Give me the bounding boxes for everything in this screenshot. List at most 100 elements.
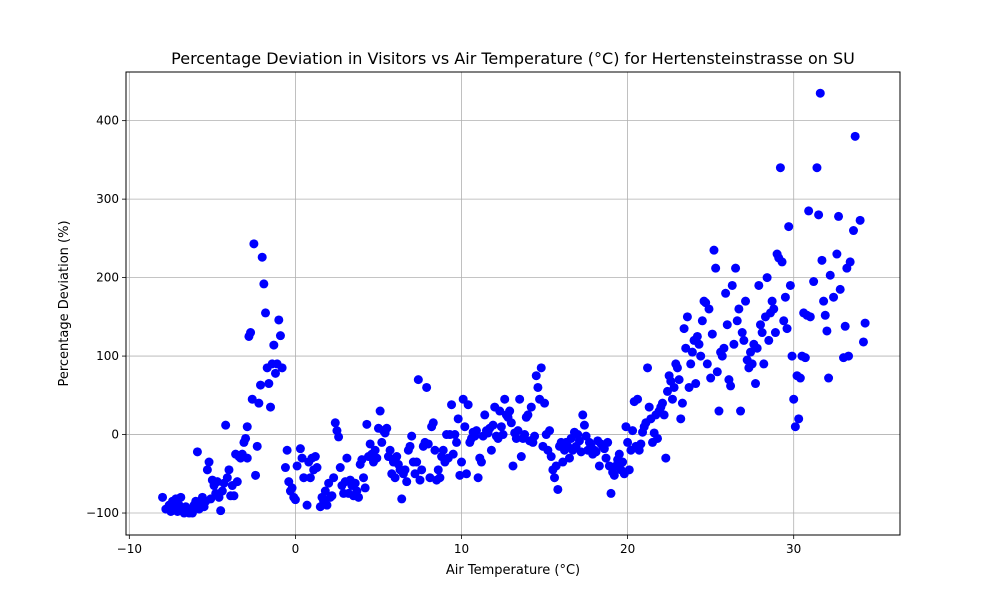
data-point — [392, 452, 402, 462]
data-point — [249, 239, 259, 249]
y-tick-label: 300 — [96, 192, 119, 206]
data-point — [530, 431, 540, 441]
data-point — [299, 473, 309, 483]
data-point — [400, 465, 410, 475]
data-point — [370, 445, 380, 455]
data-point — [832, 249, 842, 259]
data-point — [412, 457, 422, 467]
data-point — [372, 453, 382, 463]
data-point — [814, 210, 824, 220]
data-point — [158, 492, 168, 502]
data-point — [217, 486, 227, 496]
data-point — [679, 324, 689, 334]
data-point — [719, 343, 729, 353]
data-point — [737, 328, 747, 338]
data-point — [280, 463, 290, 473]
data-point — [251, 470, 261, 480]
data-point — [661, 453, 671, 463]
data-point — [266, 402, 276, 412]
data-point — [775, 163, 785, 173]
data-point — [511, 433, 521, 443]
data-point — [329, 473, 339, 483]
data-point — [430, 445, 440, 455]
data-point — [817, 255, 827, 265]
data-point — [229, 491, 239, 501]
data-point — [696, 351, 706, 361]
data-point — [247, 394, 257, 404]
data-point — [176, 492, 186, 502]
x-tick-label: −10 — [117, 542, 142, 556]
data-point — [682, 312, 692, 322]
data-point — [428, 418, 438, 428]
data-point — [297, 453, 307, 463]
data-point — [463, 400, 473, 410]
data-point — [794, 414, 804, 424]
data-point — [618, 457, 628, 467]
data-point — [513, 426, 523, 436]
data-point — [706, 373, 716, 383]
data-point — [672, 363, 682, 373]
data-point — [858, 337, 868, 347]
data-point — [820, 310, 830, 320]
data-point — [574, 436, 584, 446]
data-point — [667, 394, 677, 404]
data-point — [558, 457, 568, 467]
data-point — [382, 423, 392, 433]
data-point — [476, 457, 486, 467]
data-point — [621, 422, 631, 432]
data-point — [812, 163, 822, 173]
data-point — [601, 453, 611, 463]
data-point — [707, 329, 717, 339]
data-point — [653, 433, 663, 443]
data-point — [736, 406, 746, 416]
data-point — [457, 457, 467, 467]
data-point — [855, 215, 865, 225]
data-point — [287, 483, 297, 493]
data-point — [310, 452, 320, 462]
data-point — [780, 292, 790, 302]
data-point — [659, 410, 669, 420]
data-point — [779, 316, 789, 326]
data-point — [712, 367, 722, 377]
data-point — [825, 270, 835, 280]
data-point — [516, 452, 526, 462]
data-point — [536, 363, 546, 373]
data-point — [290, 495, 300, 505]
data-point — [624, 465, 634, 475]
data-point — [232, 477, 242, 487]
data-point — [526, 402, 536, 412]
data-point — [777, 257, 787, 267]
data-point — [759, 359, 769, 369]
data-point — [473, 473, 483, 483]
data-point — [714, 406, 724, 416]
data-point — [711, 263, 721, 273]
data-point — [252, 441, 262, 451]
data-point — [423, 439, 433, 449]
data-point — [770, 328, 780, 338]
data-point — [691, 379, 701, 389]
data-point — [269, 340, 279, 350]
data-point — [732, 316, 742, 326]
data-point — [242, 422, 252, 432]
data-point — [657, 398, 667, 408]
data-point — [390, 473, 400, 483]
data-point — [471, 426, 481, 436]
data-point — [746, 347, 756, 357]
data-points — [158, 88, 870, 518]
data-point — [834, 211, 844, 221]
data-point — [553, 484, 563, 494]
data-point — [860, 318, 870, 328]
x-tick-label: 30 — [786, 542, 801, 556]
data-point — [594, 461, 604, 471]
data-point — [202, 465, 212, 475]
data-point — [757, 328, 767, 338]
data-point — [359, 473, 369, 483]
data-point — [603, 437, 613, 447]
data-point — [365, 439, 375, 449]
data-point — [520, 430, 530, 440]
y-axis-label: Percentage Deviation (%) — [57, 220, 72, 386]
data-point — [844, 351, 854, 361]
data-point — [686, 359, 696, 369]
